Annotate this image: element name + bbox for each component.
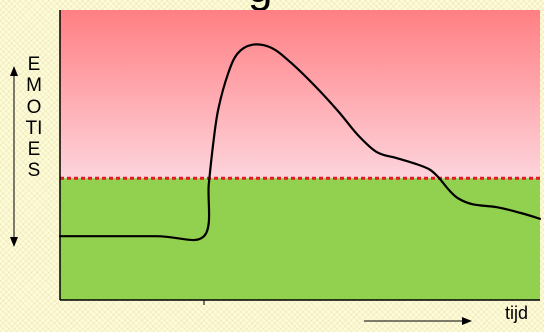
x-axis-label: tijd [505, 303, 529, 323]
y-arrow-up-head [10, 66, 18, 76]
zone-above-threshold [60, 10, 540, 179]
title-fragment: g [248, 0, 272, 10]
emotion-line [58, 43, 542, 242]
y-axis-label: EMOTIES [25, 54, 43, 182]
y-arrow-down-head [10, 237, 18, 247]
zone-below-threshold [60, 178, 540, 300]
x-arrow-head [462, 317, 472, 325]
